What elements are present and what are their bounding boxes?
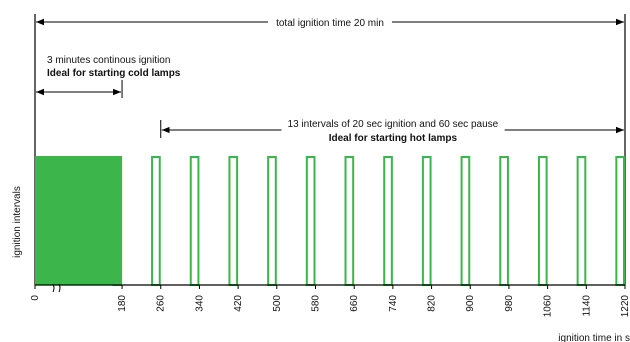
label-backing xyxy=(268,17,392,30)
tick-label-420: 420 xyxy=(233,295,244,312)
tick-label-980: 980 xyxy=(504,295,515,312)
axis-break-mark xyxy=(52,283,55,293)
y-axis-label: ignition intervals xyxy=(12,186,23,258)
tick-label-1060: 1060 xyxy=(543,295,554,318)
ignition-pulse-11 xyxy=(499,156,509,286)
ignition-pulse-5 xyxy=(267,156,277,286)
ignition-pulse-4 xyxy=(228,156,239,286)
tick-label-0: 0 xyxy=(30,295,41,301)
ignition-pulse-12 xyxy=(537,156,548,286)
tick-label-500: 500 xyxy=(272,295,283,312)
tick-label-660: 660 xyxy=(349,295,360,312)
tick-label-820: 820 xyxy=(427,295,438,312)
axis-break-mark xyxy=(58,283,61,293)
ignition-pulse-6 xyxy=(305,156,316,286)
intervals-label: 13 intervals of 20 sec ignition and 60 s… xyxy=(288,119,499,130)
total-time-label: total ignition time 20 min xyxy=(276,18,384,29)
tick-label-740: 740 xyxy=(388,295,399,312)
ignition-pulse-7 xyxy=(344,156,355,286)
tick-label-180: 180 xyxy=(117,295,128,312)
continuous-ignition-bar xyxy=(35,156,123,285)
tick-label-1140: 1140 xyxy=(581,295,592,317)
ignition-pulse-3 xyxy=(189,156,200,286)
ignition-pulse-8 xyxy=(383,156,393,286)
tick-label-580: 580 xyxy=(310,295,321,312)
cold-lamps-label: Ideal for starting cold lamps xyxy=(47,68,181,79)
ignition-pulse-14 xyxy=(615,156,626,286)
hot-lamps-label: Ideal for starting hot lamps xyxy=(329,133,458,144)
x-axis: 0 180 260 340 420 500 580 660 740 820 900 980 1060 11… xyxy=(30,283,630,318)
x-axis-label: ignition time in s xyxy=(558,333,630,342)
label-backing xyxy=(281,118,505,131)
ignition-pulse-13 xyxy=(576,156,587,286)
tick-label-1220: 1220 xyxy=(620,295,630,318)
tick-label-260: 260 xyxy=(156,295,167,312)
ignition-pulse-2 xyxy=(151,156,161,286)
ignition-pulse-9 xyxy=(421,156,432,286)
ignition-pulse-10 xyxy=(460,156,471,286)
tick-label-900: 900 xyxy=(465,295,476,312)
tick-label-340: 340 xyxy=(194,295,205,312)
continuous-ignition-label: 3 minutes continous ignition xyxy=(47,55,170,66)
ignition-bars xyxy=(35,156,626,286)
